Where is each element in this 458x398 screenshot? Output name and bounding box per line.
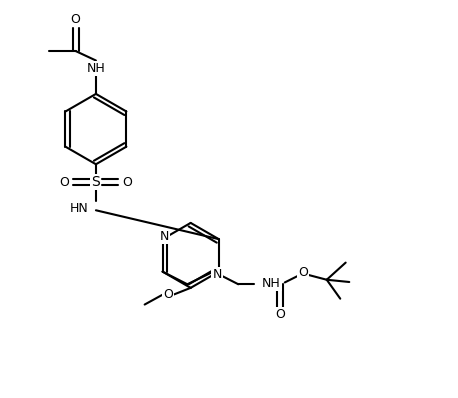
Text: S: S (92, 175, 100, 189)
Text: O: O (275, 308, 285, 321)
Text: N: N (213, 268, 222, 281)
Text: O: O (60, 176, 69, 189)
Text: NH: NH (262, 277, 281, 290)
Text: HN: HN (70, 203, 89, 215)
Text: O: O (298, 266, 308, 279)
Text: O: O (163, 288, 173, 301)
Text: N: N (160, 230, 169, 243)
Text: O: O (71, 13, 81, 26)
Text: O: O (123, 176, 132, 189)
Text: NH: NH (87, 62, 105, 75)
